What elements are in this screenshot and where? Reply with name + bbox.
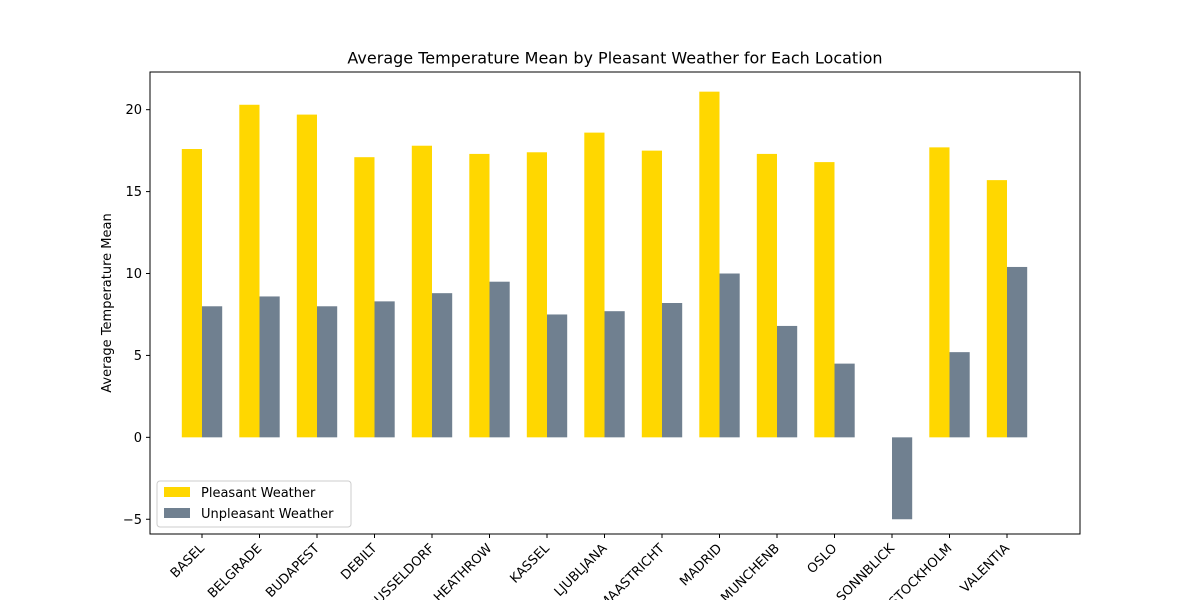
x-tick-label: MUNCHENB [718, 541, 782, 600]
x-tick-label: LJUBLJANA [552, 541, 611, 600]
legend-box [156, 480, 352, 528]
chart-title: Average Temperature Mean by Pleasant Wea… [347, 49, 882, 68]
bar-pleasant-debilt [354, 157, 375, 438]
bar-unpleasant-ljubljana [604, 311, 625, 438]
legend-swatch [164, 487, 190, 497]
bar-unpleasant-oslo [834, 363, 855, 438]
bar-unpleasant-madrid [719, 273, 740, 438]
bar-pleasant-stockholm [929, 147, 950, 438]
bar-unpleasant-sonnblick [892, 437, 913, 520]
legend-label: Pleasant Weather [201, 486, 316, 501]
x-tick-label: STOCKHOLM [886, 541, 955, 600]
bar-unpleasant-dusseldorf [432, 293, 453, 438]
bar-unpleasant-basel [202, 306, 223, 438]
x-tick-label: DEBILT [338, 541, 380, 583]
bar-unpleasant-valentia [1007, 266, 1028, 438]
y-tick-label: 20 [125, 103, 142, 118]
bar-pleasant-munchenb [756, 153, 777, 438]
bar-pleasant-ljubljana [584, 132, 605, 438]
legend: Pleasant Weather Unpleasant Weather [156, 480, 352, 528]
legend-label: Unpleasant Weather [201, 507, 334, 522]
plot-frame [149, 71, 1081, 535]
x-tick-label: VALENTIA [958, 541, 1013, 596]
x-tick-label: KASSEL [507, 541, 553, 587]
bar-unpleasant-kassel [547, 314, 568, 438]
bar-unpleasant-heathrow [489, 281, 510, 438]
x-tick-label: OSLO [805, 541, 841, 577]
bar-unpleasant-budapest [317, 306, 338, 438]
bar-pleasant-oslo [814, 162, 835, 438]
bar-unpleasant-maastricht [662, 303, 683, 438]
y-axis-ticks: −5 0 5 10 15 20 [123, 103, 150, 528]
bar-unpleasant-stockholm [949, 352, 970, 438]
x-tick-label: MADRID [677, 541, 725, 589]
legend-swatch [164, 508, 190, 518]
bar-unpleasant-munchenb [777, 325, 798, 438]
bar-unpleasant-belgrade [259, 296, 280, 438]
x-tick-label: BUDAPEST [263, 541, 323, 600]
bars-group [181, 91, 1028, 520]
bar-pleasant-kassel [526, 152, 547, 438]
bar-pleasant-belgrade [239, 104, 260, 438]
y-tick-label: 15 [125, 185, 142, 200]
bar-pleasant-valentia [986, 180, 1007, 438]
bar-pleasant-madrid [699, 91, 720, 438]
bar-pleasant-dusseldorf [411, 145, 432, 438]
y-tick-label: 10 [125, 267, 142, 282]
y-tick-label: −5 [123, 513, 142, 528]
y-tick-label: 0 [134, 431, 142, 446]
y-tick-label: 5 [134, 349, 142, 364]
x-tick-label: HEATHROW [431, 541, 495, 600]
x-tick-label: BELGRADE [205, 541, 265, 600]
bar-pleasant-budapest [296, 114, 317, 438]
bar-unpleasant-debilt [374, 301, 395, 438]
x-tick-label: BASEL [168, 541, 209, 582]
y-axis-label: Average Temperature Mean [100, 213, 115, 392]
bar-pleasant-heathrow [469, 153, 490, 438]
x-tick-label: SONNBLICK [834, 541, 898, 600]
bar-pleasant-basel [181, 149, 202, 438]
bar-pleasant-maastricht [641, 150, 662, 438]
